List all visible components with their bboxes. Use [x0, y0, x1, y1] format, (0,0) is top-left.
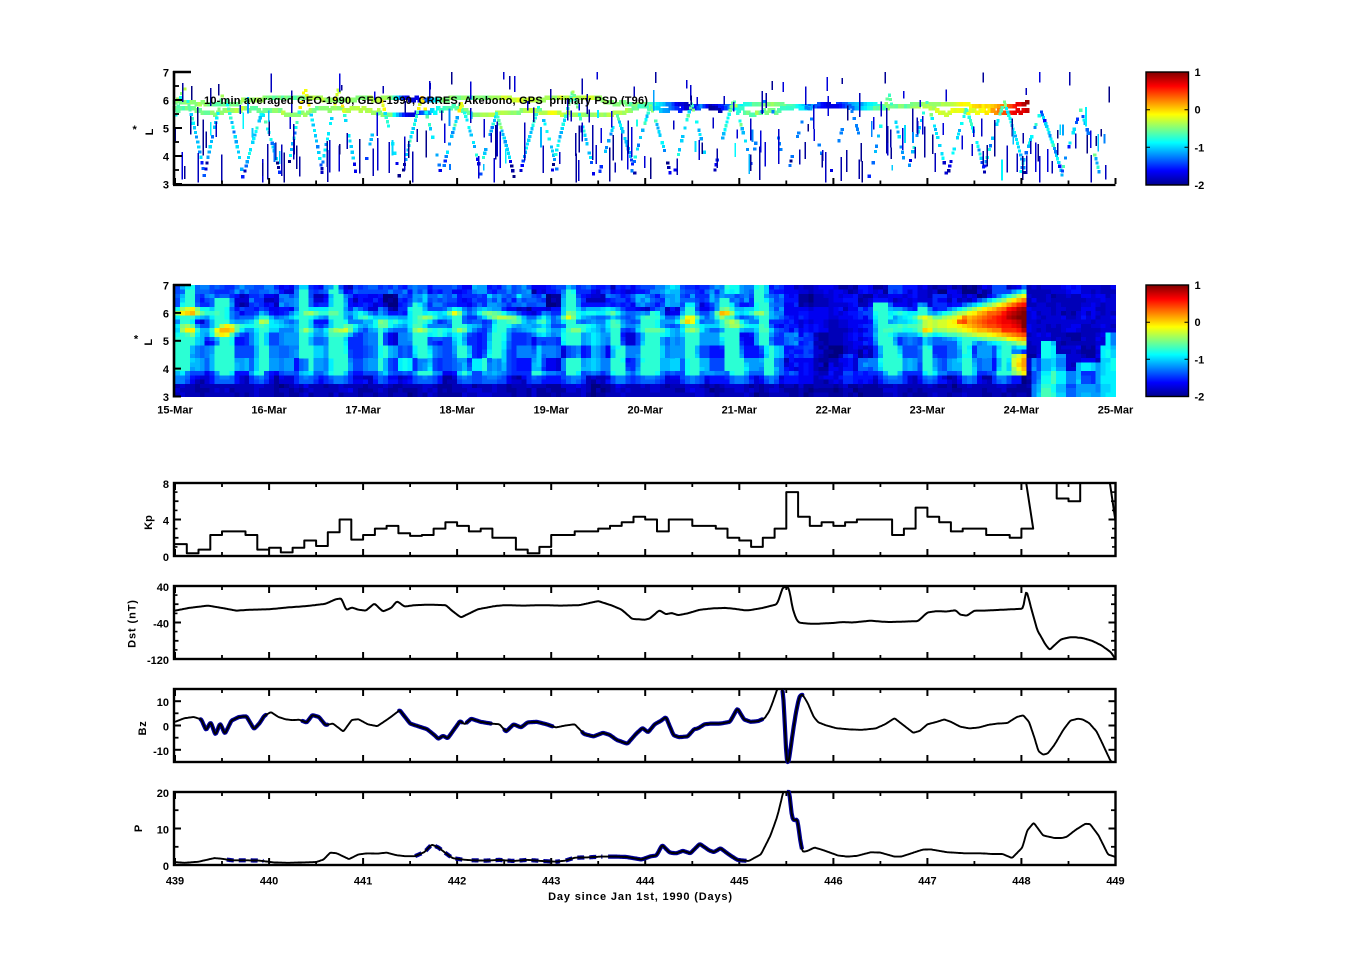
- svg-text:445: 445: [730, 876, 748, 888]
- svg-text:442: 442: [448, 876, 466, 888]
- svg-text:1: 1: [1195, 67, 1201, 79]
- svg-text:8: 8: [163, 479, 169, 491]
- svg-text:25-Mar: 25-Mar: [1098, 405, 1134, 417]
- svg-text:-2: -2: [1195, 392, 1205, 404]
- svg-text:23-Mar: 23-Mar: [910, 405, 946, 417]
- svg-text:Dst (nT): Dst (nT): [127, 599, 139, 648]
- svg-text:0: 0: [163, 552, 169, 564]
- svg-text:-1: -1: [1195, 354, 1205, 366]
- svg-text:4: 4: [163, 364, 170, 376]
- svg-text:440: 440: [260, 876, 278, 888]
- svg-text:5: 5: [163, 336, 169, 348]
- svg-text:-1: -1: [1195, 142, 1205, 154]
- svg-text:4: 4: [163, 516, 170, 528]
- svg-text:20: 20: [157, 788, 169, 800]
- svg-text:0: 0: [1195, 105, 1201, 117]
- svg-text:21-Mar: 21-Mar: [722, 405, 758, 417]
- svg-text:17-Mar: 17-Mar: [345, 405, 381, 417]
- svg-text:-2: -2: [1195, 180, 1205, 192]
- svg-text:441: 441: [354, 876, 372, 888]
- svg-text:10: 10: [157, 825, 169, 837]
- svg-text:3: 3: [163, 180, 169, 192]
- svg-text:6: 6: [163, 308, 169, 320]
- svg-text:6: 6: [163, 96, 169, 108]
- svg-text:19-Mar: 19-Mar: [533, 405, 569, 417]
- svg-text:0: 0: [163, 861, 169, 873]
- svg-text:*: *: [134, 334, 139, 346]
- svg-text:Kp: Kp: [143, 515, 155, 530]
- svg-text:4: 4: [163, 152, 170, 164]
- svg-text:20-Mar: 20-Mar: [627, 405, 663, 417]
- svg-text:5: 5: [163, 124, 169, 136]
- svg-text:439: 439: [166, 876, 184, 888]
- svg-text:449: 449: [1106, 876, 1124, 888]
- svg-text:15-Mar: 15-Mar: [157, 405, 193, 417]
- svg-text:-120: -120: [147, 655, 169, 667]
- svg-text:1: 1: [1195, 280, 1201, 292]
- svg-text:446: 446: [824, 876, 842, 888]
- svg-text:0: 0: [163, 722, 169, 734]
- svg-text:443: 443: [542, 876, 560, 888]
- svg-text:3: 3: [163, 392, 169, 404]
- svg-text:444: 444: [636, 876, 655, 888]
- svg-text:*: *: [133, 124, 138, 136]
- svg-text:24-Mar: 24-Mar: [1004, 405, 1040, 417]
- svg-text:448: 448: [1012, 876, 1030, 888]
- svg-text:-40: -40: [153, 619, 169, 631]
- svg-text:-10: -10: [153, 746, 169, 758]
- svg-text:22-Mar: 22-Mar: [816, 405, 852, 417]
- svg-text:L: L: [143, 339, 155, 346]
- svg-text:447: 447: [918, 876, 936, 888]
- svg-text:40: 40: [157, 582, 169, 594]
- svg-text:10-min averaged GEO-1990, GEO-: 10-min averaged GEO-1990, GEO-1990, CRRE…: [204, 95, 648, 107]
- svg-text:Bz: Bz: [137, 721, 149, 736]
- svg-text:16-Mar: 16-Mar: [251, 405, 287, 417]
- svg-text:Day since Jan 1st, 1990 (Days): Day since Jan 1st, 1990 (Days): [548, 891, 733, 903]
- svg-text:0: 0: [1195, 317, 1201, 329]
- svg-text:10: 10: [157, 697, 169, 709]
- svg-text:18-Mar: 18-Mar: [439, 405, 475, 417]
- svg-text:7: 7: [163, 68, 169, 80]
- svg-text:P: P: [133, 825, 145, 832]
- svg-text:L: L: [144, 128, 156, 135]
- svg-text:7: 7: [163, 281, 169, 293]
